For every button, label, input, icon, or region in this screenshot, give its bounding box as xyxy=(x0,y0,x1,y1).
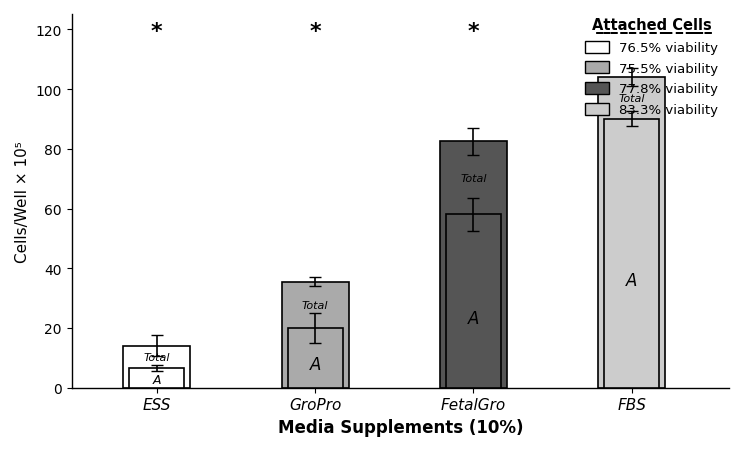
Text: *: * xyxy=(310,22,321,42)
Text: A: A xyxy=(626,272,638,290)
Bar xyxy=(288,328,342,388)
Y-axis label: Cells/Well × 10⁵: Cells/Well × 10⁵ xyxy=(15,141,30,262)
Text: Total: Total xyxy=(460,174,487,184)
Text: A: A xyxy=(153,373,161,387)
Text: Total: Total xyxy=(302,300,328,310)
Bar xyxy=(604,120,659,388)
Text: A: A xyxy=(310,355,321,373)
Bar xyxy=(440,142,507,388)
Text: *: * xyxy=(467,22,479,42)
Bar xyxy=(124,346,190,388)
Text: Total: Total xyxy=(144,352,170,362)
Text: A: A xyxy=(468,310,479,328)
Bar xyxy=(598,78,665,388)
Bar xyxy=(282,282,349,388)
Legend: 76.5% viability, 75.5% viability, 77.8% viability, 83.3% viability: 76.5% viability, 75.5% viability, 77.8% … xyxy=(581,14,722,121)
X-axis label: Media Supplements (10%): Media Supplements (10%) xyxy=(278,418,523,436)
Bar xyxy=(129,368,185,388)
Text: *: * xyxy=(151,22,163,42)
Bar xyxy=(446,215,501,388)
Text: Total: Total xyxy=(618,94,645,104)
